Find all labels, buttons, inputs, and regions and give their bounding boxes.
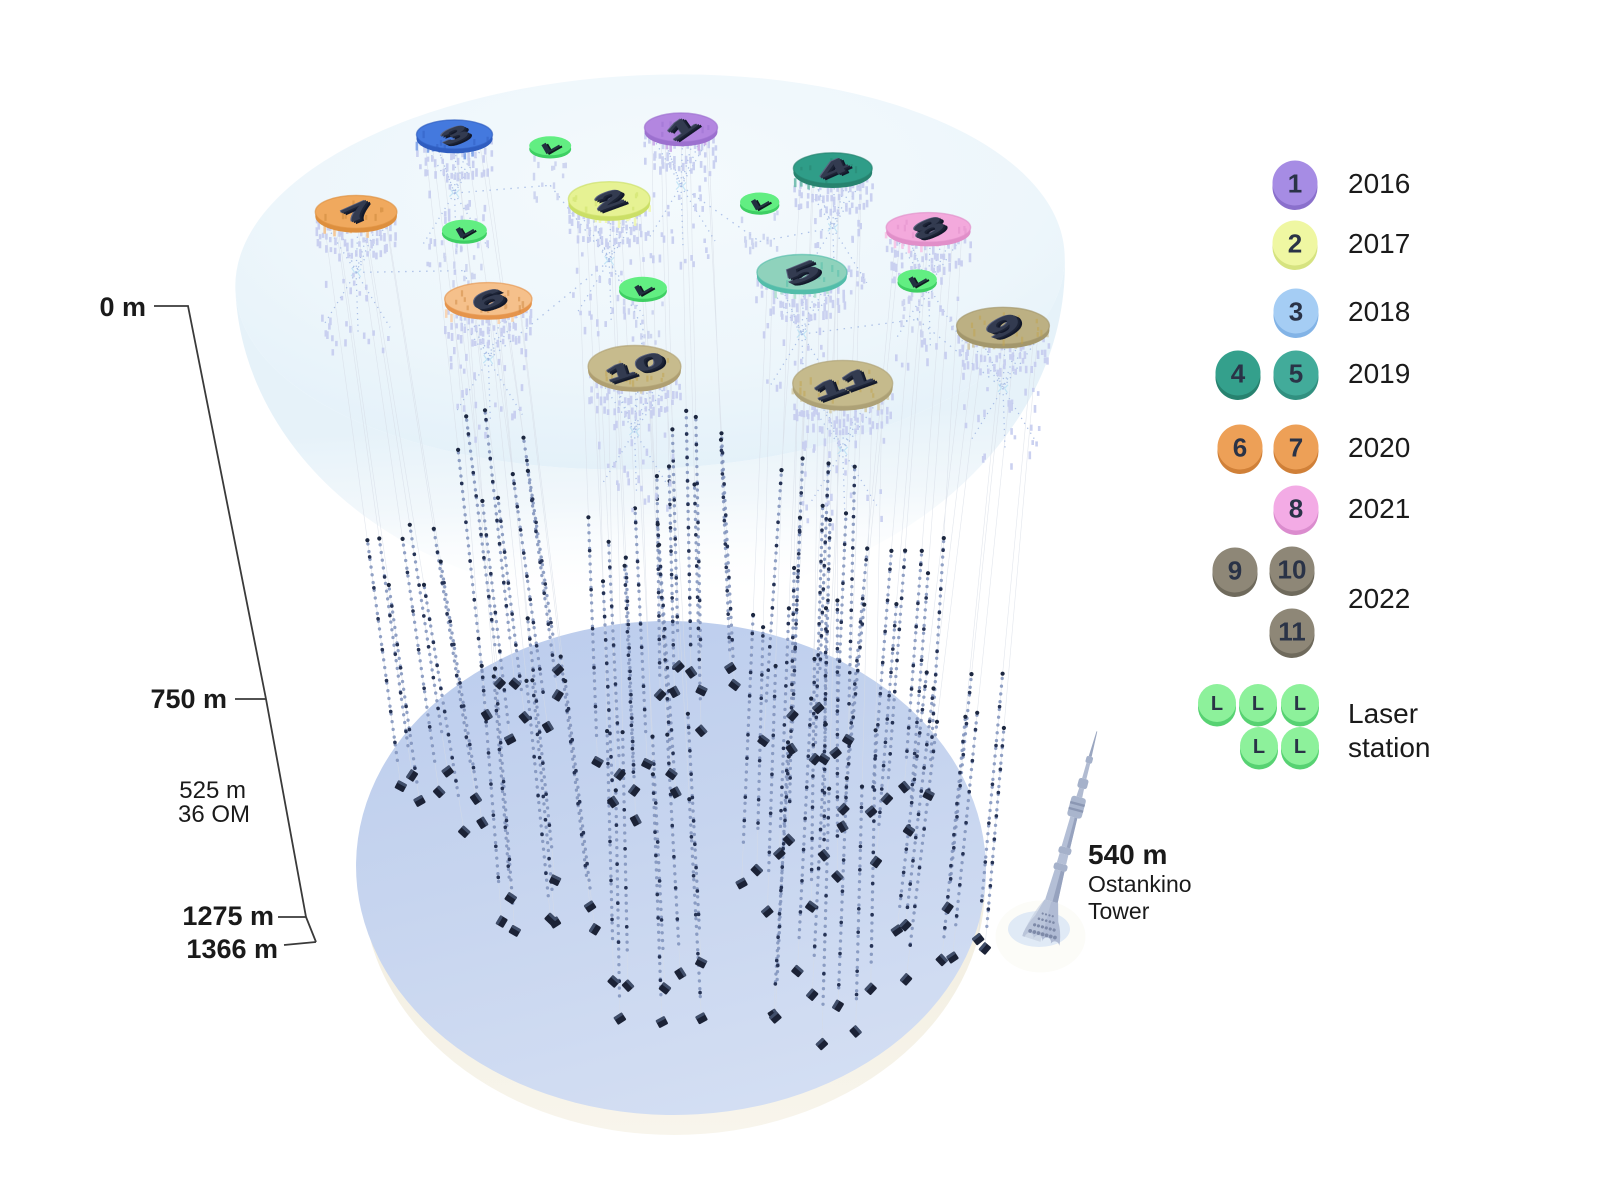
svg-text:2019: 2019 xyxy=(1348,358,1410,389)
svg-text:L: L xyxy=(1294,693,1306,715)
svg-text:10: 10 xyxy=(1278,554,1307,584)
svg-text:L: L xyxy=(541,135,565,158)
svg-text:L: L xyxy=(634,277,658,300)
svg-text:1: 1 xyxy=(1288,168,1302,198)
svg-text:2016: 2016 xyxy=(1348,168,1410,199)
svg-text:2: 2 xyxy=(1288,228,1302,258)
svg-text:L: L xyxy=(539,134,563,157)
svg-text:L: L xyxy=(453,219,477,242)
svg-text:540 m: 540 m xyxy=(1088,839,1167,870)
svg-text:L: L xyxy=(1294,736,1306,758)
svg-text:7: 7 xyxy=(341,197,379,231)
svg-text:4: 4 xyxy=(1231,358,1246,388)
svg-text:L: L xyxy=(1253,736,1265,758)
svg-text:L: L xyxy=(631,276,655,299)
svg-text:2017: 2017 xyxy=(1348,228,1410,259)
svg-text:2018: 2018 xyxy=(1348,296,1410,327)
svg-text:Tower: Tower xyxy=(1088,898,1150,924)
svg-text:3: 3 xyxy=(1289,296,1303,326)
svg-text:L: L xyxy=(455,220,479,243)
svg-text:9: 9 xyxy=(1228,555,1242,585)
svg-text:2020: 2020 xyxy=(1348,432,1410,463)
svg-text:L: L xyxy=(750,192,774,215)
svg-text:Laser: Laser xyxy=(1348,698,1418,729)
svg-text:2022: 2022 xyxy=(1348,583,1410,614)
svg-text:750 m: 750 m xyxy=(150,684,227,714)
svg-text:5: 5 xyxy=(1289,358,1303,388)
svg-text:8: 8 xyxy=(1289,493,1303,523)
svg-text:6: 6 xyxy=(1233,432,1247,462)
svg-text:36 OM: 36 OM xyxy=(178,801,250,828)
svg-text:L: L xyxy=(1211,693,1223,715)
svg-text:2021: 2021 xyxy=(1348,493,1410,524)
svg-text:7: 7 xyxy=(1289,432,1303,462)
svg-text:L: L xyxy=(906,268,930,291)
svg-text:L: L xyxy=(1252,693,1264,715)
svg-text:Ostankino: Ostankino xyxy=(1088,871,1192,897)
svg-text:11: 11 xyxy=(1278,616,1306,646)
svg-text:1275 m: 1275 m xyxy=(182,901,274,931)
svg-text:1366 m: 1366 m xyxy=(186,934,278,964)
svg-text:525 m: 525 m xyxy=(179,777,246,804)
svg-text:L: L xyxy=(748,191,772,214)
svg-text:L: L xyxy=(908,269,932,292)
svg-text:station: station xyxy=(1348,732,1431,763)
svg-text:0 m: 0 m xyxy=(99,292,146,322)
